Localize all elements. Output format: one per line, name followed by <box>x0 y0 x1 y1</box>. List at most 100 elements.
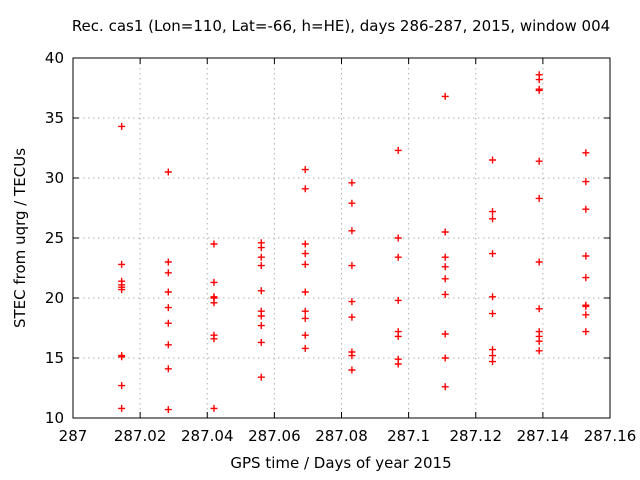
x-tick-label: 287.16 <box>584 427 637 445</box>
data-point <box>348 262 356 270</box>
y-tick-label: 15 <box>45 349 64 367</box>
data-point <box>257 338 265 346</box>
data-point <box>394 332 402 340</box>
data-point <box>257 253 265 261</box>
data-point <box>301 260 309 268</box>
data-point <box>535 194 543 202</box>
data-point <box>394 296 402 304</box>
data-point <box>301 250 309 258</box>
data-point <box>441 383 449 391</box>
tick-labels: 287 287.02 287.04 287.06 287.08 287.1 287.12 28… <box>45 49 636 445</box>
data-point <box>164 406 172 414</box>
data-point <box>164 288 172 296</box>
data-point <box>257 244 265 252</box>
data-point <box>348 352 356 360</box>
data-point <box>118 404 126 412</box>
data-point <box>118 353 126 361</box>
axes <box>72 57 611 419</box>
data-point <box>489 358 497 366</box>
data-point <box>489 250 497 258</box>
data-point <box>164 269 172 277</box>
data-point <box>535 337 543 345</box>
data-point <box>582 274 590 282</box>
data-point <box>489 293 497 301</box>
data-point <box>489 346 497 354</box>
chart-title: Rec. cas1 (Lon=110, Lat=-66, h=HE), days… <box>72 17 610 35</box>
data-point <box>164 258 172 266</box>
x-tick-label: 287.12 <box>450 427 503 445</box>
data-point <box>348 298 356 306</box>
x-tick-label: 287.14 <box>517 427 570 445</box>
data-point <box>582 311 590 319</box>
data-point <box>257 373 265 381</box>
data-point <box>582 328 590 336</box>
data-point <box>118 286 126 294</box>
data-point <box>348 366 356 374</box>
data-point <box>210 335 218 343</box>
data-point <box>164 341 172 349</box>
data-point <box>489 156 497 164</box>
data-point <box>210 299 218 307</box>
data-point <box>535 86 543 94</box>
data-point <box>301 344 309 352</box>
data-point <box>348 199 356 207</box>
data-point <box>535 305 543 313</box>
x-tick-label: 287.02 <box>114 427 167 445</box>
data-point <box>441 275 449 283</box>
data-point <box>394 253 402 261</box>
data-point <box>301 185 309 193</box>
data-point <box>441 253 449 261</box>
data-point <box>301 240 309 248</box>
x-tick-label: 287.1 <box>387 427 430 445</box>
data-point <box>582 302 590 310</box>
data-point <box>301 166 309 174</box>
data-point <box>257 287 265 295</box>
x-tick-label: 287.04 <box>181 427 234 445</box>
data-point <box>348 227 356 235</box>
data-point <box>535 347 543 355</box>
data-points <box>118 71 590 414</box>
data-point <box>118 122 126 130</box>
data-point <box>301 331 309 339</box>
data-point <box>489 215 497 223</box>
data-point <box>394 360 402 368</box>
data-point <box>441 290 449 298</box>
x-tick-label: 287.08 <box>315 427 368 445</box>
data-point <box>164 168 172 176</box>
x-tick-label: 287.06 <box>248 427 301 445</box>
data-point <box>118 260 126 268</box>
data-point <box>441 354 449 362</box>
data-point <box>582 205 590 213</box>
data-point <box>257 312 265 320</box>
gridlines <box>73 58 610 418</box>
y-tick-label: 25 <box>45 229 64 247</box>
data-point <box>348 313 356 321</box>
x-axis-label: GPS time / Days of year 2015 <box>230 454 451 472</box>
data-point <box>301 314 309 322</box>
data-point <box>118 382 126 390</box>
data-point <box>301 307 309 315</box>
data-point <box>394 234 402 242</box>
y-tick-label: 40 <box>45 49 64 67</box>
data-point <box>257 322 265 330</box>
data-point <box>210 240 218 248</box>
data-point <box>441 263 449 271</box>
x-tick-label: 287 <box>59 427 88 445</box>
y-tick-label: 10 <box>45 409 64 427</box>
data-point <box>582 178 590 186</box>
data-point <box>210 278 218 286</box>
data-point <box>441 330 449 338</box>
data-point <box>164 304 172 312</box>
data-point <box>582 252 590 260</box>
data-point <box>489 352 497 360</box>
data-point <box>210 404 218 412</box>
data-point <box>535 258 543 266</box>
data-point <box>535 157 543 165</box>
y-tick-label: 30 <box>45 169 64 187</box>
data-point <box>257 262 265 270</box>
data-point <box>441 92 449 100</box>
data-point <box>348 179 356 187</box>
y-tick-label: 35 <box>45 109 64 127</box>
